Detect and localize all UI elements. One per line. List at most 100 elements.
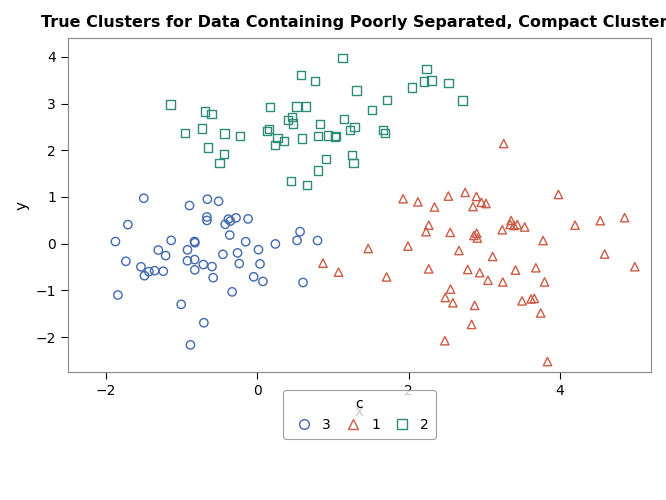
Point [619, 214, 630, 222]
Point [208, 274, 218, 281]
Point [235, 132, 246, 140]
Point [466, 320, 477, 328]
Point [424, 221, 434, 229]
Point [291, 102, 302, 110]
Point [189, 256, 200, 264]
Point [468, 202, 478, 210]
Point [351, 86, 362, 94]
Point [301, 102, 312, 110]
Point [510, 266, 521, 274]
Point [537, 236, 548, 244]
Point [406, 84, 417, 92]
Point [403, 242, 414, 250]
Point [382, 96, 392, 104]
Point [349, 124, 360, 132]
Point [542, 358, 553, 366]
Point [312, 132, 323, 140]
Point [202, 216, 212, 224]
Point [206, 262, 217, 270]
Point [337, 54, 348, 62]
Point [318, 259, 328, 267]
Point [339, 115, 350, 123]
Point [472, 234, 483, 242]
Point [462, 266, 473, 274]
Point [214, 158, 225, 166]
Point [345, 126, 356, 134]
Point [262, 127, 272, 135]
Point [553, 190, 563, 198]
Point [182, 246, 193, 254]
Point [264, 103, 275, 111]
Point [202, 195, 212, 203]
Point [314, 120, 325, 128]
Point [448, 299, 458, 307]
Point [258, 278, 268, 285]
Point [270, 240, 280, 248]
Point [440, 336, 450, 344]
Point [348, 159, 359, 167]
Point [497, 226, 507, 234]
Point [225, 217, 236, 225]
Y-axis label: y: y [15, 200, 30, 209]
Point [253, 246, 264, 254]
Point [182, 257, 192, 265]
Point [569, 221, 580, 229]
Point [381, 273, 392, 281]
Legend: 3, 1, 2: 3, 1, 2 [283, 390, 436, 439]
Point [330, 134, 340, 141]
Point [468, 232, 479, 239]
Point [223, 215, 234, 223]
Point [443, 79, 454, 87]
Point [476, 198, 487, 206]
Point [121, 258, 131, 266]
Point [218, 250, 228, 258]
Point [176, 300, 186, 308]
Point [519, 223, 530, 231]
Point [445, 285, 456, 293]
Point [254, 260, 265, 268]
Point [298, 278, 308, 286]
Point [312, 166, 323, 174]
Point [312, 236, 323, 244]
Point [161, 252, 171, 260]
Point [445, 228, 456, 236]
Point [200, 108, 210, 116]
Point [498, 278, 508, 286]
Point [509, 222, 519, 230]
Point [539, 278, 550, 286]
Point [535, 309, 546, 317]
Point [264, 125, 274, 133]
Point [243, 215, 254, 223]
Point [185, 341, 196, 349]
Point [189, 266, 200, 274]
Point [113, 291, 123, 299]
Point [322, 132, 333, 140]
Point [189, 238, 200, 246]
Point [224, 231, 235, 239]
Point [419, 78, 430, 86]
Point [286, 177, 296, 185]
Point [165, 100, 176, 108]
Point [460, 188, 470, 196]
Point [180, 129, 190, 137]
Point [288, 120, 298, 128]
Point [380, 129, 391, 137]
Point [136, 263, 147, 271]
Point [443, 192, 454, 200]
Point [198, 260, 208, 268]
Point [158, 267, 168, 275]
Point [525, 295, 536, 303]
Point [398, 194, 408, 202]
Point [219, 150, 230, 158]
Point [483, 276, 494, 284]
Point [296, 72, 306, 80]
Point [629, 262, 640, 270]
Point [206, 110, 217, 118]
X-axis label: x: x [355, 404, 364, 418]
Point [517, 297, 527, 305]
Point [198, 318, 209, 326]
Point [297, 134, 308, 142]
Point [512, 220, 523, 228]
Point [457, 96, 468, 104]
Point [472, 229, 482, 237]
